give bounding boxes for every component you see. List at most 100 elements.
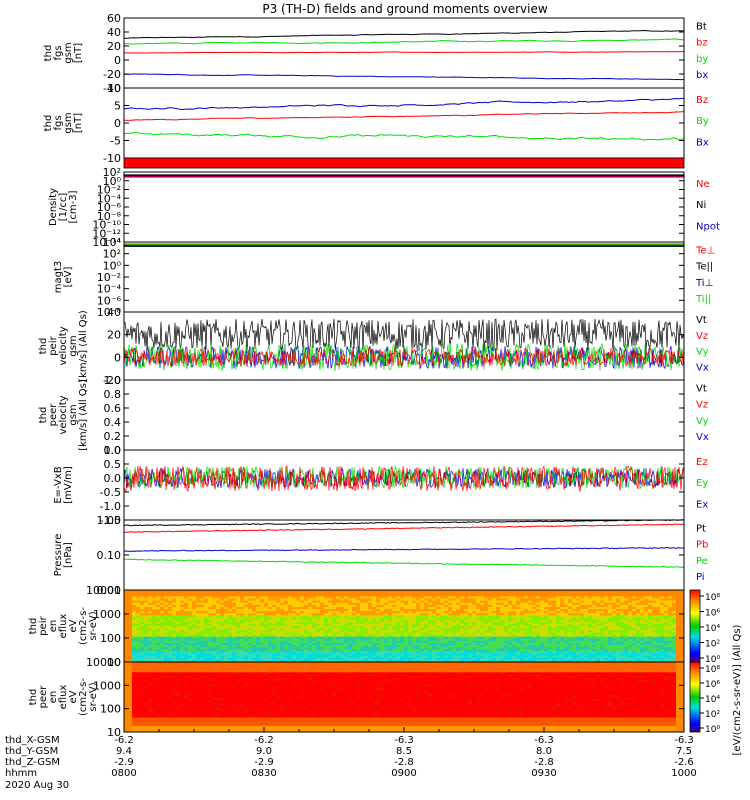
heatmap-cell — [140, 640, 145, 644]
heatmap-cell — [636, 600, 641, 604]
heatmap-cell — [516, 623, 521, 627]
heatmap-cell — [420, 617, 425, 621]
heatmap-cell — [592, 617, 597, 621]
heatmap-cell — [140, 613, 145, 616]
heatmap-cell — [456, 640, 461, 644]
heatmap-cell — [172, 634, 177, 637]
heatmap-cell — [664, 640, 669, 644]
heatmap-cell — [384, 623, 389, 627]
heatmap-cell — [284, 634, 289, 637]
heatmap-cell — [500, 611, 505, 614]
heatmap-cell — [488, 657, 493, 661]
heatmap-cell — [404, 594, 409, 597]
heatmap-cell — [628, 653, 633, 657]
heatmap-cell — [328, 657, 333, 661]
heatmap-cell — [360, 594, 365, 597]
heatmap-cell — [440, 651, 445, 654]
heatmap-cell — [484, 598, 489, 601]
heatmap-cell — [212, 592, 217, 595]
heatmap-cell — [620, 596, 625, 599]
heatmap-cell — [172, 592, 177, 595]
heatmap-cell — [280, 592, 285, 595]
heatmap-cell — [580, 645, 585, 648]
heatmap-cell — [408, 649, 413, 652]
heatmap-cell — [268, 645, 273, 648]
heatmap-cell — [676, 659, 681, 663]
heatmap-cell — [372, 647, 377, 650]
legend-Pi: Pi — [696, 572, 705, 583]
heatmap-cell — [328, 615, 333, 618]
heatmap-cell — [336, 634, 341, 637]
heatmap-cell — [124, 615, 129, 618]
heatmap-cell — [332, 621, 337, 625]
heatmap-cell — [436, 598, 441, 601]
heatmap-cell — [568, 630, 573, 633]
heatmap-cell — [492, 651, 497, 654]
heatmap-cell — [160, 647, 165, 650]
heatmap-cell — [400, 632, 405, 635]
heatmap-cell — [132, 621, 137, 625]
heatmap-cell — [216, 645, 221, 648]
heatmap-cell — [260, 626, 265, 629]
heatmap-cell — [520, 600, 525, 604]
heatmap-cell — [252, 613, 257, 616]
heatmap-cell — [552, 611, 557, 614]
heatmap-cell — [548, 617, 553, 621]
heatmap-cell — [256, 651, 261, 654]
heatmap-cell — [552, 628, 557, 631]
heatmap-cell — [552, 655, 557, 659]
heatmap-cell — [404, 611, 409, 614]
heatmap-cell — [164, 636, 169, 640]
heatmap-cell — [308, 590, 313, 593]
heatmap-cell — [420, 594, 425, 597]
heatmap-cell — [320, 651, 325, 654]
heatmap-cell — [140, 604, 145, 608]
heatmap-cell — [308, 594, 313, 597]
heatmap-cell — [204, 621, 209, 625]
heatmap-cell — [364, 596, 369, 599]
heatmap-cell — [400, 657, 405, 661]
heatmap-cell — [192, 651, 197, 654]
heatmap-cell — [248, 598, 253, 601]
heatmap-cell — [396, 642, 401, 646]
heatmap-cell — [484, 590, 489, 593]
heatmap-cell — [656, 655, 661, 659]
heatmap-cell — [164, 626, 169, 629]
heatmap-cell — [308, 604, 313, 608]
heatmap-cell — [128, 598, 133, 601]
heatmap-cell — [520, 659, 525, 663]
heatmap-cell — [216, 649, 221, 652]
heatmap-cell — [248, 645, 253, 648]
heatmap-cell — [640, 657, 645, 661]
heatmap-cell — [624, 617, 629, 621]
heatmap-cell — [124, 649, 129, 652]
heatmap-cell — [656, 598, 661, 601]
legend-Pt: Pt — [696, 523, 706, 534]
heatmap-cell — [348, 600, 353, 604]
heatmap-cell — [244, 628, 249, 631]
heatmap-cell — [540, 619, 545, 623]
heatmap-cell — [468, 626, 473, 629]
heatmap-cell — [352, 628, 357, 631]
heatmap-cell — [492, 596, 497, 599]
heatmap-cell — [400, 626, 405, 629]
heatmap-cell — [240, 623, 245, 627]
heatmap-cell — [156, 615, 161, 618]
heatmap-cell — [324, 632, 329, 635]
heatmap-cell — [216, 600, 221, 604]
plot-title: P3 (TH-D) fields and ground moments over… — [262, 2, 547, 16]
heatmap-cell — [460, 613, 465, 616]
heatmap-cell — [632, 621, 637, 625]
heatmap-cell — [332, 659, 337, 663]
heatmap-cell — [676, 600, 681, 604]
heatmap-cell — [488, 615, 493, 618]
heatmap-cell — [668, 632, 673, 635]
heatmap-cell — [536, 611, 541, 614]
heatmap-cell — [388, 623, 393, 627]
heatmap-cell — [368, 642, 373, 646]
heatmap-cell — [360, 600, 365, 604]
heatmap-cell — [612, 619, 617, 623]
heatmap-cell — [280, 630, 285, 633]
heatmap-cell — [372, 590, 377, 593]
heatmap-cell — [676, 613, 681, 616]
